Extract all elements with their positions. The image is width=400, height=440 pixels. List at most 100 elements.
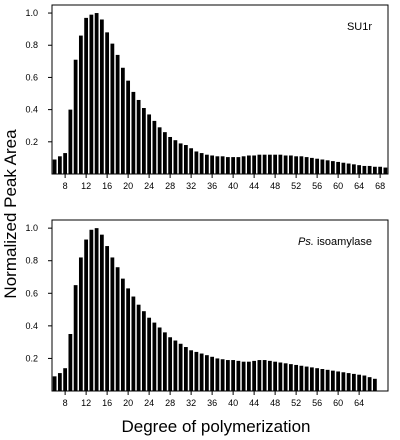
bar xyxy=(78,257,83,391)
x-tick-label: 60 xyxy=(333,181,343,191)
bar xyxy=(73,285,78,391)
x-tick-label: 28 xyxy=(165,398,175,408)
bar xyxy=(178,343,183,391)
plot-frame xyxy=(51,219,389,392)
bar xyxy=(357,374,362,391)
bar xyxy=(231,157,236,174)
bar xyxy=(94,228,99,391)
x-tick-label: 16 xyxy=(102,398,112,408)
bar xyxy=(362,165,367,174)
bar xyxy=(52,376,57,391)
bar xyxy=(52,159,57,174)
bar xyxy=(168,337,173,391)
bar xyxy=(252,360,257,391)
y-tick-label: 0.2 xyxy=(25,353,38,363)
bar xyxy=(336,371,341,391)
bar xyxy=(378,166,383,174)
bar xyxy=(204,355,209,391)
plot-frame xyxy=(51,4,389,175)
bar xyxy=(283,155,288,174)
bar xyxy=(120,67,125,174)
x-tick-label: 68 xyxy=(375,181,385,191)
bar xyxy=(162,332,167,391)
bar xyxy=(325,160,330,174)
y-tick-label: 0.2 xyxy=(25,137,38,147)
bar xyxy=(330,161,335,174)
x-tick-label: 12 xyxy=(81,181,91,191)
bar xyxy=(241,361,246,391)
bar xyxy=(346,163,351,174)
x-tick-label: 12 xyxy=(81,398,91,408)
bar xyxy=(141,108,146,174)
bar xyxy=(278,154,283,174)
bar xyxy=(288,155,293,174)
y-tick-label: 1.0 xyxy=(25,223,38,233)
y-tick-label: 0.8 xyxy=(25,40,38,50)
bar xyxy=(320,159,325,174)
x-tick-label: 56 xyxy=(312,181,322,191)
bar xyxy=(173,340,178,391)
bar xyxy=(168,136,173,174)
bar xyxy=(236,157,241,174)
bar xyxy=(283,363,288,391)
bar xyxy=(325,369,330,391)
bar xyxy=(315,368,320,391)
bar xyxy=(152,120,157,174)
x-tick-label: 8 xyxy=(63,398,68,408)
bar xyxy=(162,132,167,174)
bar xyxy=(357,165,362,174)
bar xyxy=(99,234,104,391)
bar xyxy=(299,365,304,391)
bar xyxy=(136,99,141,174)
bar xyxy=(225,360,230,391)
bar xyxy=(362,375,367,391)
x-tick-label: 32 xyxy=(186,181,196,191)
bar xyxy=(273,361,278,391)
bar xyxy=(215,156,220,174)
bar xyxy=(199,153,204,174)
x-tick-label: 64 xyxy=(354,398,364,408)
bar xyxy=(351,164,356,174)
bar xyxy=(199,353,204,391)
y-tick-label: 0.6 xyxy=(25,288,38,298)
bar xyxy=(241,156,246,174)
bar xyxy=(294,364,299,391)
bar xyxy=(183,145,188,174)
bar xyxy=(147,114,152,174)
bar xyxy=(367,377,372,391)
bar xyxy=(315,158,320,174)
x-tick-label: 16 xyxy=(102,181,112,191)
bar xyxy=(246,361,251,391)
panel-label: Ps. isoamylase xyxy=(298,236,372,248)
bar xyxy=(215,358,220,391)
bar xyxy=(299,156,304,174)
x-tick-label: 8 xyxy=(63,181,68,191)
panel-label: SU1r xyxy=(347,21,372,33)
x-tick-label: 32 xyxy=(186,398,196,408)
bar xyxy=(257,154,262,174)
x-tick-label: 60 xyxy=(333,398,343,408)
bar xyxy=(309,157,314,174)
bar xyxy=(288,364,293,391)
bar xyxy=(204,154,209,174)
x-tick-label: 40 xyxy=(228,181,238,191)
bar xyxy=(89,229,94,391)
bar xyxy=(189,350,194,391)
bar xyxy=(257,360,262,391)
bar xyxy=(220,359,225,391)
bar xyxy=(341,372,346,391)
panel-label-main: isoamylase xyxy=(314,236,372,248)
bar xyxy=(68,109,73,174)
x-tick-label: 20 xyxy=(123,398,133,408)
bar xyxy=(294,156,299,174)
bar xyxy=(63,153,68,174)
bar xyxy=(367,165,372,174)
x-tick-label: 36 xyxy=(207,181,217,191)
bar xyxy=(220,156,225,174)
bar xyxy=(210,356,215,391)
bar xyxy=(147,317,152,391)
bar xyxy=(346,373,351,391)
bar xyxy=(131,91,136,174)
bar xyxy=(63,368,68,391)
